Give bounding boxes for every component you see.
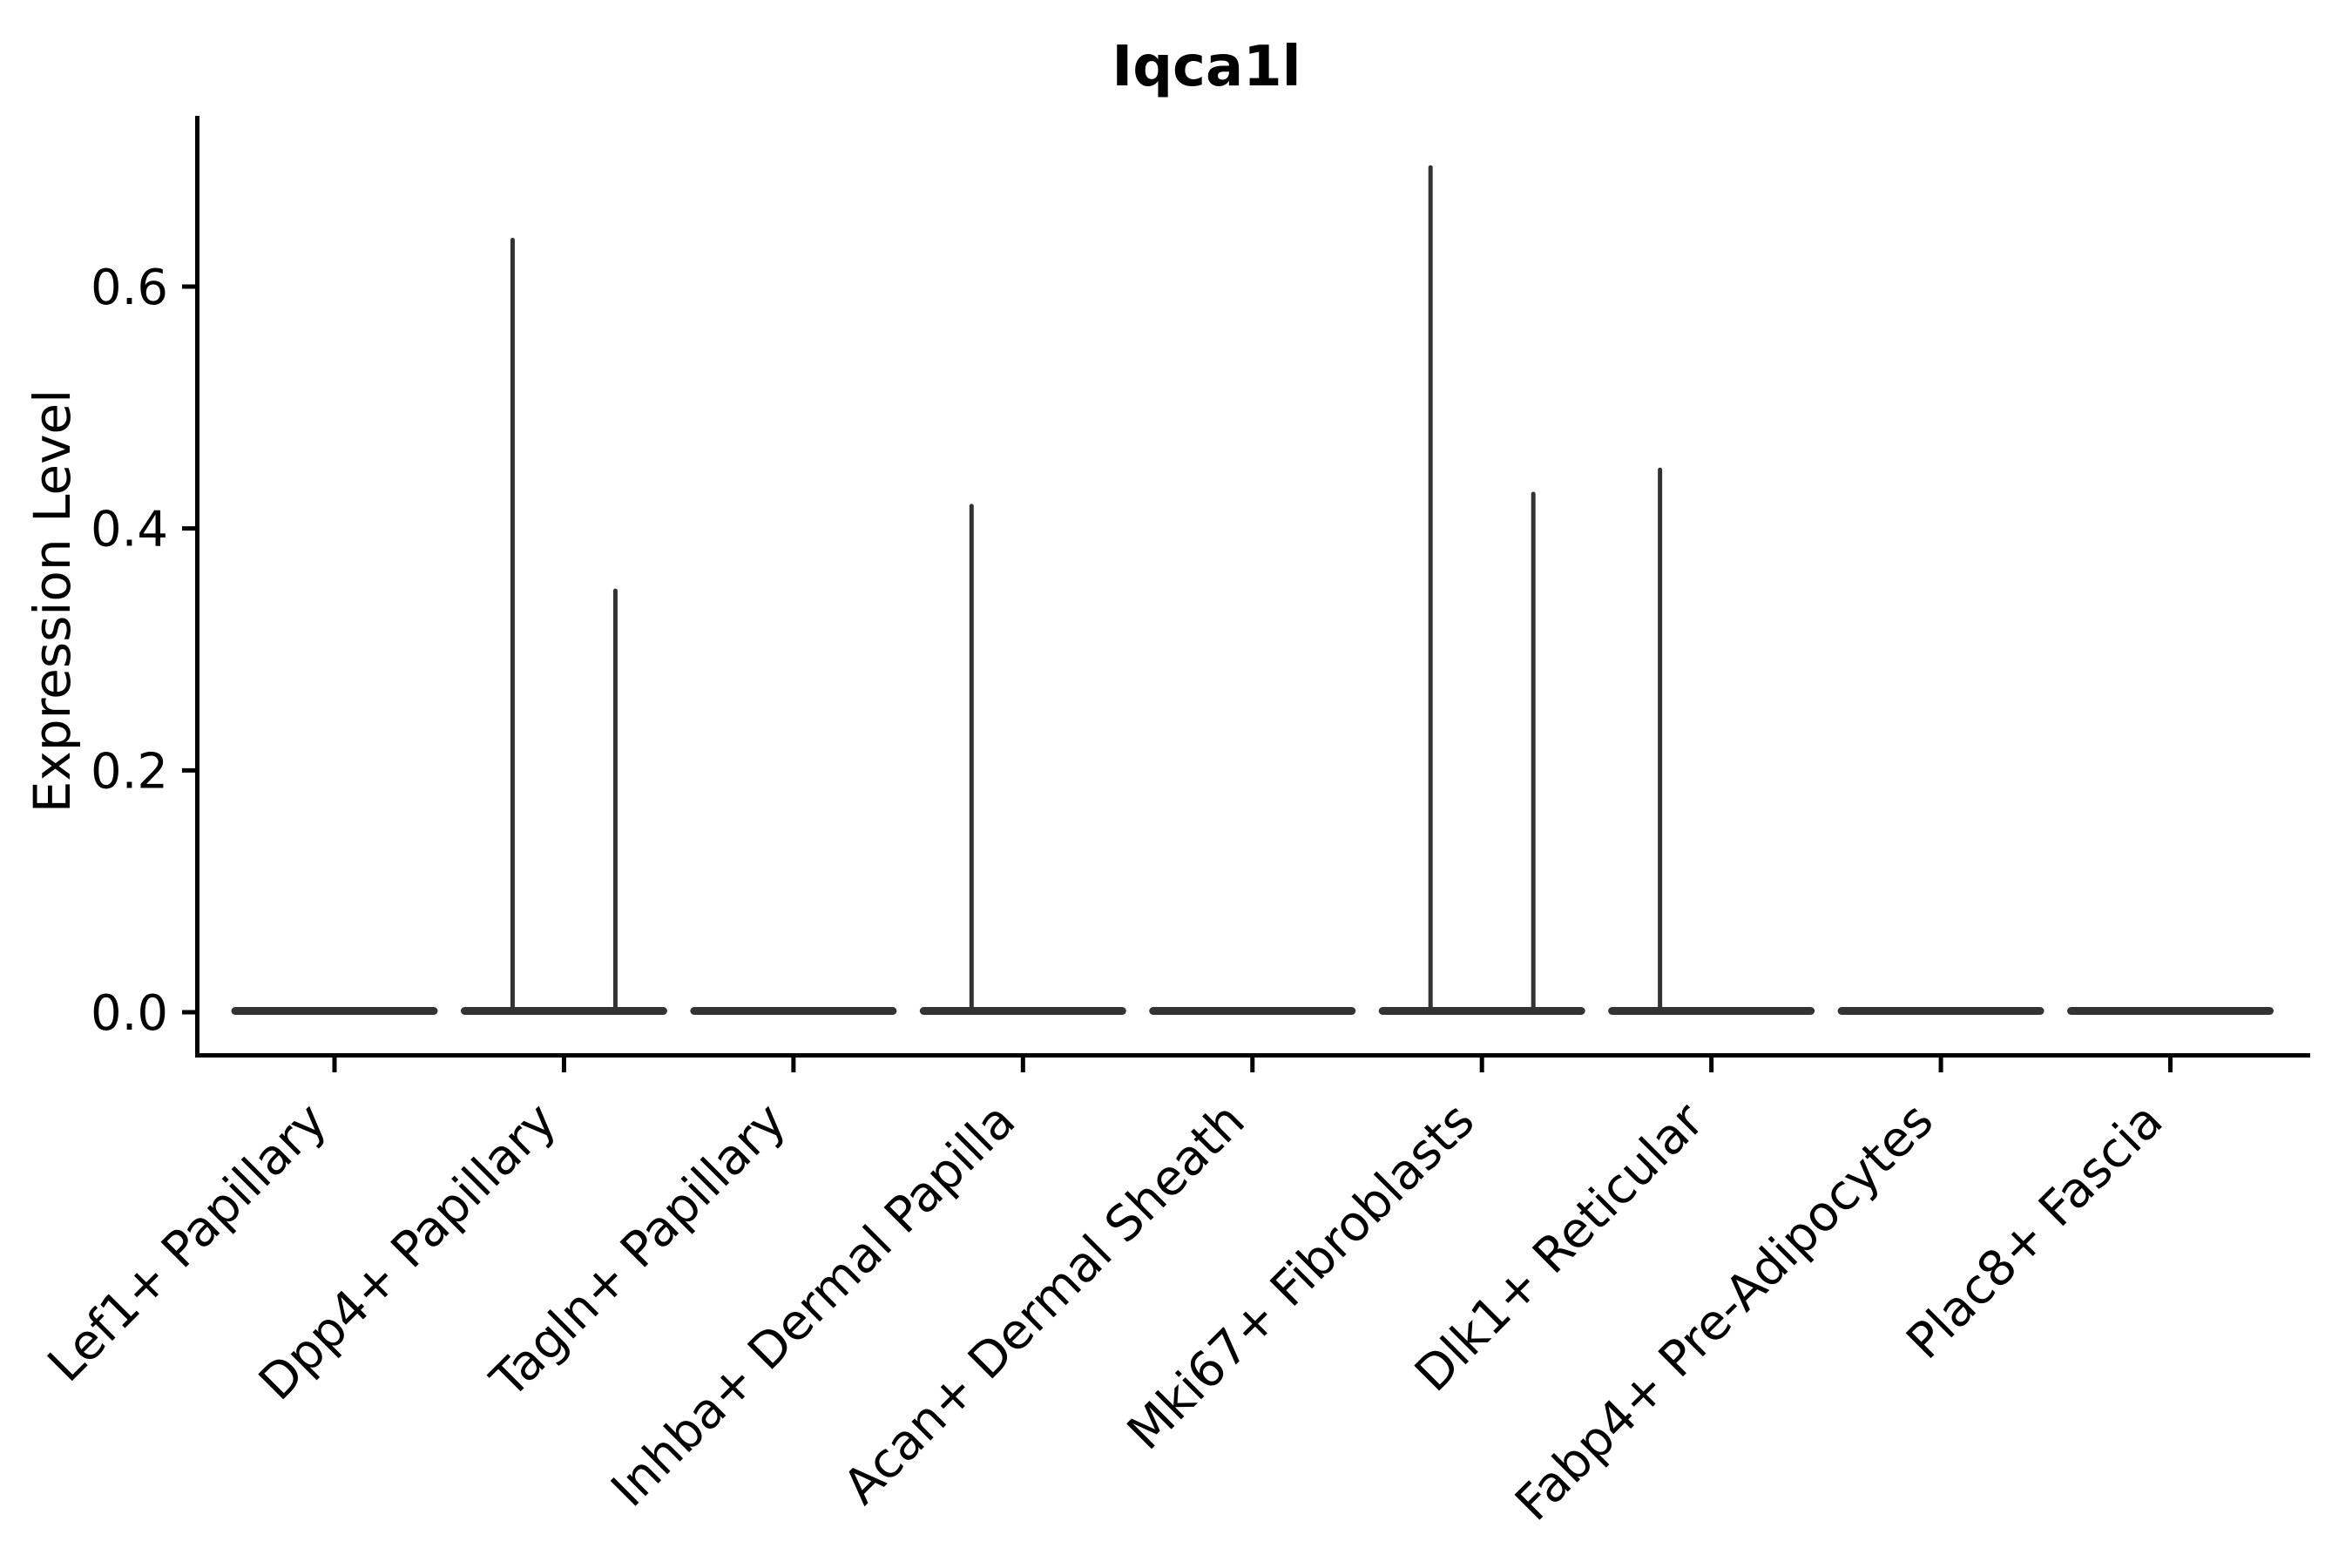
y-tick-label: 0.2	[91, 743, 168, 800]
y-axis-label: Expression Level	[23, 389, 82, 813]
y-tick-label: 0.4	[91, 502, 168, 558]
x-tick-label: Fabp4+ Pre-Adipocytes	[1504, 1092, 1944, 1532]
y-tick-label: 0.0	[91, 985, 168, 1042]
y-tick-label: 0.6	[91, 260, 168, 316]
x-tick-label: Acan+ Dermal Sheath	[833, 1092, 1256, 1516]
x-tick-label: Inhba+ Dermal Papilla	[601, 1092, 1027, 1518]
y-ticks-group: 0.0 0.2 0.4 0.6	[91, 260, 197, 1042]
plot-title: Iqca1l	[1112, 35, 1301, 99]
violins-group	[231, 165, 2274, 1015]
